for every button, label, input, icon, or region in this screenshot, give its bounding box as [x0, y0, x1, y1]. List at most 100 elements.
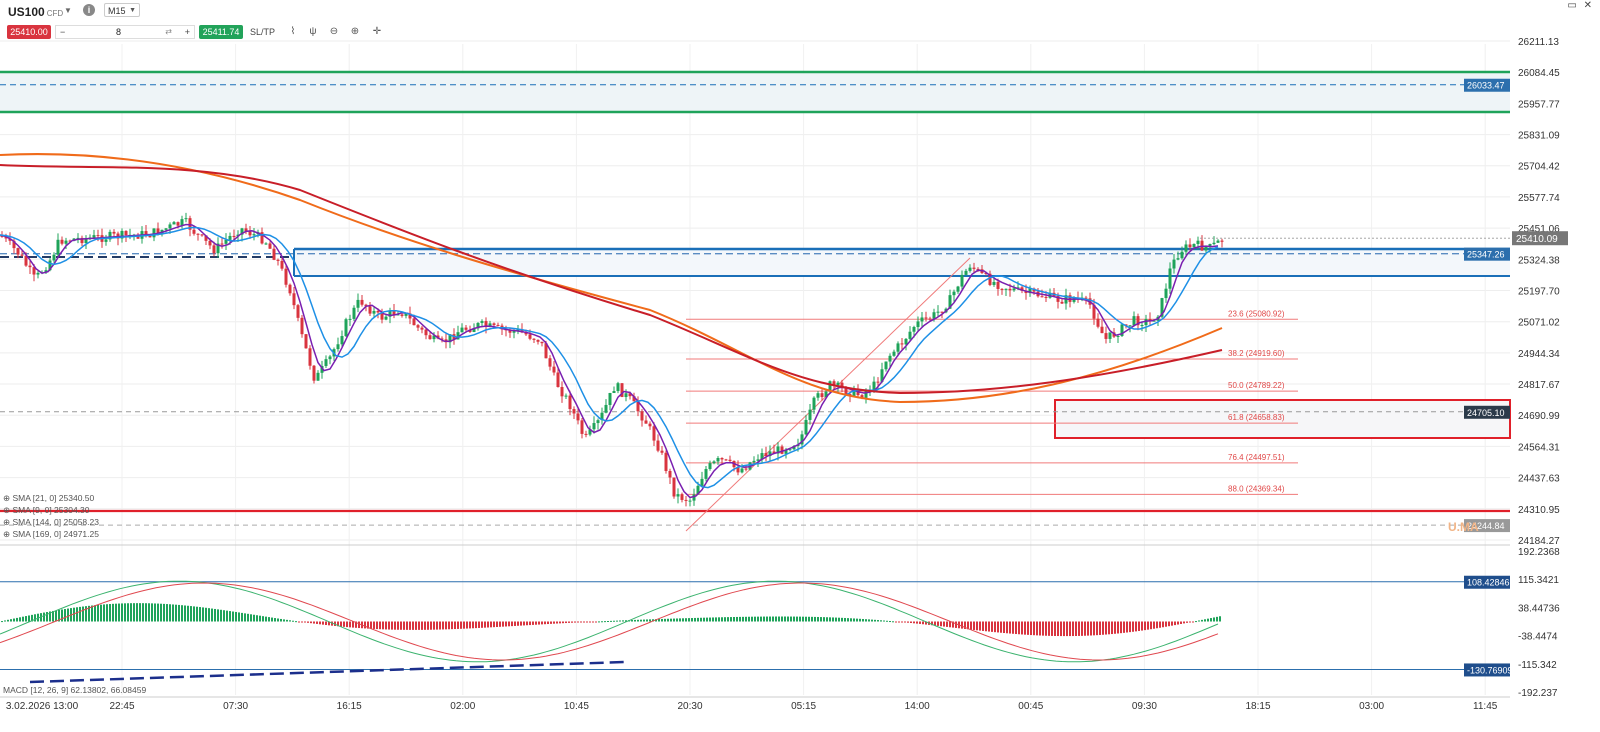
candle: [432, 335, 436, 340]
macd-histogram-bar: [91, 605, 93, 622]
sell-button[interactable]: 25410.00: [7, 25, 51, 39]
macd-histogram-bar: [145, 603, 147, 622]
candle: [492, 323, 496, 325]
time-tick-label: 3.02.2026 13:00: [6, 701, 79, 712]
symbol-name[interactable]: US100 CFD: [8, 5, 64, 19]
reset-icon[interactable]: ⇄: [165, 27, 172, 36]
candle: [624, 393, 628, 397]
macd-histogram-bar: [802, 616, 804, 622]
candle: [392, 310, 396, 315]
macd-histogram-bar: [127, 603, 129, 622]
macd-histogram-bar: [1162, 621, 1164, 628]
legend-item: ⊕ SMA [9, 0] 25304.30: [3, 505, 90, 515]
candle: [44, 270, 48, 273]
plus-icon[interactable]: +: [184, 27, 190, 37]
macd-histogram-bar: [775, 616, 777, 622]
candle: [312, 365, 316, 381]
candle: [772, 451, 776, 454]
candle: [1140, 325, 1144, 327]
macd-histogram-bar: [1210, 618, 1212, 622]
macd-histogram-bar: [34, 614, 36, 622]
macd-histogram-bar: [565, 621, 567, 624]
macd-histogram-bar: [709, 617, 711, 622]
macd-histogram-bar: [157, 603, 159, 622]
timeframe-select[interactable]: M15 ▼: [104, 3, 140, 17]
candle: [224, 239, 228, 244]
minus-icon[interactable]: −: [60, 27, 66, 37]
macd-histogram-bar: [862, 618, 864, 622]
macd-histogram-bar: [700, 617, 702, 622]
candle: [916, 321, 920, 327]
candle: [104, 239, 108, 242]
macd-histogram-bar: [679, 618, 681, 622]
price-tick-label: 25071.02: [1518, 318, 1560, 329]
candle: [1084, 297, 1088, 299]
candle: [876, 381, 880, 383]
zoom-out-icon[interactable]: ⊖: [329, 26, 339, 37]
macd-histogram-bar: [259, 615, 261, 622]
price-tick-label: 24310.95: [1518, 505, 1560, 516]
macd-histogram-bar: [733, 617, 735, 622]
macd-histogram-bar: [643, 619, 645, 622]
macd-histogram-bar: [613, 620, 615, 622]
macd-histogram-bar: [28, 615, 30, 622]
line-chart-icon[interactable]: ⌇: [290, 26, 296, 37]
macd-histogram-bar: [661, 618, 663, 622]
macd-histogram-bar: [814, 616, 816, 622]
zoom-in-icon[interactable]: ⊕: [350, 26, 360, 37]
candle: [660, 450, 664, 453]
macd-histogram-bar: [973, 621, 975, 630]
candle: [296, 305, 300, 318]
candle: [552, 366, 556, 373]
candle: [96, 235, 100, 237]
macd-histogram-bar: [652, 619, 654, 622]
macd-tick-label: -115.342: [1518, 660, 1557, 671]
sma-169-line: [0, 164, 1223, 395]
candle: [920, 317, 924, 322]
quantity-value[interactable]: 8: [116, 27, 122, 37]
macd-histogram-bar: [982, 621, 984, 631]
candlestick-icon[interactable]: ψ: [309, 26, 317, 37]
info-icon[interactable]: i: [83, 4, 95, 16]
candle: [240, 228, 244, 235]
macd-histogram-bar: [373, 621, 375, 629]
candle: [992, 281, 996, 285]
candle: [204, 235, 208, 241]
macd-histogram-bar: [133, 603, 135, 622]
macd-histogram-bar: [1126, 621, 1128, 633]
macd-histogram-bar: [1063, 621, 1065, 637]
buy-button[interactable]: 25411.74: [199, 25, 243, 39]
macd-histogram-bar: [1195, 621, 1197, 623]
candle: [1184, 244, 1188, 252]
symbol-dropdown-icon[interactable]: ▼: [64, 6, 72, 15]
crosshair-icon[interactable]: ✛: [372, 26, 382, 37]
candle: [888, 355, 892, 362]
candle: [724, 459, 728, 461]
macd-histogram-bar: [601, 621, 603, 623]
macd-histogram-bar: [610, 620, 612, 622]
macd-histogram-bar: [1216, 616, 1218, 622]
macd-histogram-bar: [325, 621, 327, 626]
quantity-stepper[interactable]: − 8 ⇄ +: [55, 25, 195, 39]
macd-histogram-bar: [961, 621, 963, 629]
candle: [200, 234, 204, 236]
macd-histogram-bar: [484, 621, 486, 628]
window-controls-icon[interactable]: ▭ ✕: [1567, 0, 1594, 11]
candle: [348, 318, 352, 320]
time-tick-label: 10:45: [564, 701, 589, 712]
macd-histogram-bar: [529, 621, 531, 626]
macd-histogram-bar: [1030, 621, 1032, 636]
macd-histogram-bar: [496, 621, 498, 628]
candle: [628, 393, 632, 397]
macd-histogram-bar: [1150, 621, 1152, 630]
candle: [896, 343, 900, 352]
sltp-button[interactable]: SL/TP: [250, 27, 276, 37]
fibonacci-retracement[interactable]: 23.6 (25080.92) 38.2 (24919.60) 50.0 (2478…: [685, 257, 1298, 532]
macd-histogram-bar: [376, 621, 378, 630]
macd-histogram-bar: [1096, 621, 1098, 636]
macd-histogram-bar: [898, 621, 900, 623]
candle: [148, 235, 152, 238]
macd-histogram-bar: [280, 618, 282, 622]
candle: [764, 453, 768, 457]
